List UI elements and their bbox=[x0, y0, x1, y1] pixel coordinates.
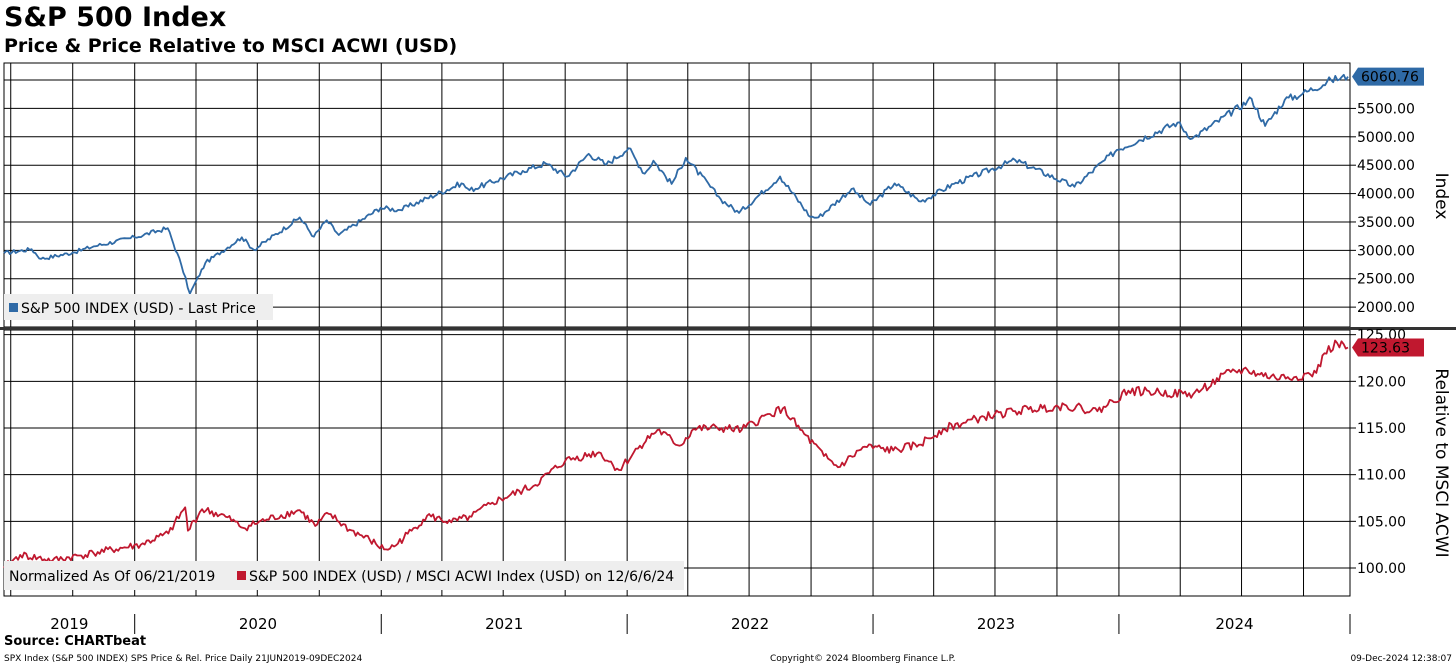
footer-left: SPX Index (S&P 500 INDEX) SPS Price & Re… bbox=[4, 654, 363, 664]
y-tick-label: 2500.00 bbox=[1357, 272, 1415, 288]
relative-legend-swatch bbox=[237, 571, 246, 580]
price-legend-swatch bbox=[9, 303, 18, 312]
y-tick-label: 115.00 bbox=[1357, 421, 1406, 437]
x-axis-year-labels: 2019 2020 2021 2022 2023 2024 bbox=[50, 614, 1351, 634]
footer-timestamp: 09-Dec-2024 12:38:07 bbox=[1350, 654, 1452, 664]
price-y-axis-title: Index bbox=[1431, 173, 1451, 220]
x-tick-label: 2021 bbox=[485, 615, 523, 633]
price-panel-frame bbox=[3, 62, 1351, 328]
price-last-value-tag: 6060.76 bbox=[1352, 67, 1424, 86]
price-y-ticks: 2000.00 2500.00 3000.00 3500.00 4000.00 4500.… bbox=[1350, 101, 1415, 316]
vertical-gridlines bbox=[10, 63, 1305, 596]
y-tick-label: 100.00 bbox=[1357, 561, 1406, 577]
relative-panel-frame bbox=[3, 329, 1351, 597]
y-tick-label: 2000.00 bbox=[1357, 300, 1415, 316]
y-tick-label: 5500.00 bbox=[1357, 101, 1415, 117]
relative-last-value: 123.63 bbox=[1361, 340, 1410, 356]
relative-panel-gridlines bbox=[4, 334, 1350, 569]
y-tick-label: 4000.00 bbox=[1357, 187, 1415, 203]
source-note: Source: CHARTbeat bbox=[4, 634, 147, 649]
y-tick-label: 3500.00 bbox=[1357, 215, 1415, 231]
x-tick-label: 2023 bbox=[977, 615, 1015, 633]
price-last-value: 6060.76 bbox=[1361, 70, 1419, 86]
price-panel-gridlines bbox=[4, 79, 1350, 308]
footer-copyright: Copyright© 2024 Bloomberg Finance L.P. bbox=[770, 654, 956, 664]
price-legend-label: S&P 500 INDEX (USD) - Last Price bbox=[21, 301, 256, 317]
y-tick-label: 105.00 bbox=[1357, 514, 1406, 530]
y-tick-label: 5000.00 bbox=[1357, 130, 1415, 146]
x-tick-label: 2024 bbox=[1215, 615, 1253, 633]
chart-subtitle: Price & Price Relative to MSCI ACWI (USD… bbox=[4, 35, 458, 57]
y-tick-label: 4500.00 bbox=[1357, 158, 1415, 174]
relative-series-line bbox=[3, 339, 1349, 569]
relative-last-value-tag: 123.63 bbox=[1352, 338, 1424, 357]
price-legend: S&P 500 INDEX (USD) - Last Price bbox=[4, 294, 273, 320]
x-tick-label: 2022 bbox=[731, 615, 769, 633]
chart-title: S&P 500 Index bbox=[4, 2, 227, 33]
relative-legend-label: S&P 500 INDEX (USD) / MSCI ACWI Index (U… bbox=[249, 569, 674, 585]
y-tick-label: 110.00 bbox=[1357, 468, 1406, 484]
price-series-line bbox=[3, 73, 1349, 295]
relative-legend-note: Normalized As Of 06/21/2019 bbox=[9, 569, 215, 585]
relative-y-axis-title: Relative to MSCI ACWI bbox=[1431, 368, 1451, 557]
y-tick-label: 3000.00 bbox=[1357, 243, 1415, 259]
y-tick-label: 120.00 bbox=[1357, 374, 1406, 390]
relative-legend: Normalized As Of 06/21/2019 S&P 500 INDE… bbox=[4, 561, 684, 590]
x-tick-label: 2020 bbox=[239, 615, 277, 633]
x-tick-label: 2019 bbox=[50, 615, 88, 633]
